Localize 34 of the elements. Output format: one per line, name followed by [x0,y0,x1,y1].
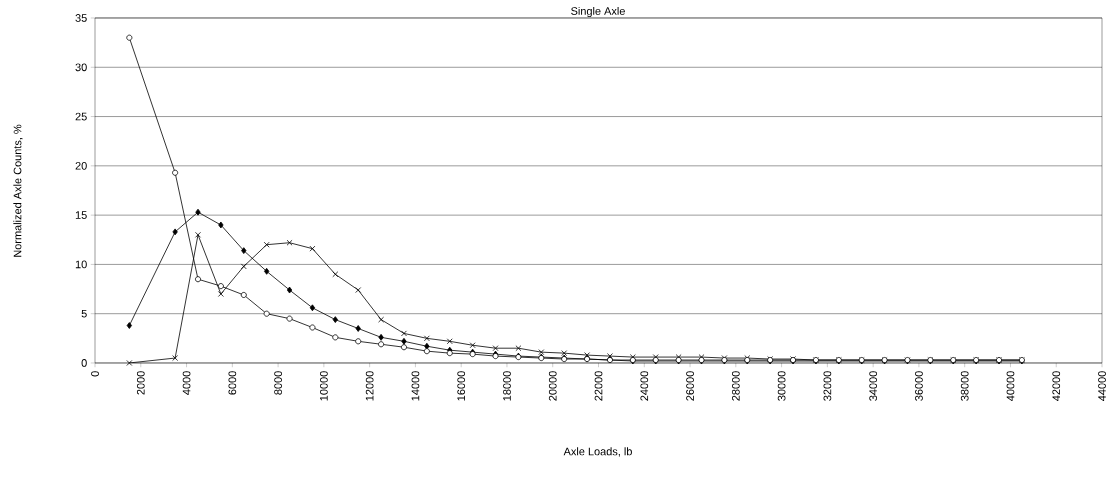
x-tick-label: 18000 [503,371,511,401]
x-tick-label: 40000 [1006,371,1015,401]
x-tick-label: 30000 [777,371,786,401]
x-tick-label: 6000 [228,371,237,395]
x-tick-label: 4000 [182,371,191,395]
y-tick-label: 30 [75,63,87,72]
x-tick-label: 42000 [1052,371,1061,401]
x-tick-label: 34000 [869,371,878,401]
chart-title: Single Axle [571,6,625,18]
y-tick-label: 10 [75,260,87,269]
x-tick-label: 32000 [823,371,832,401]
y-tick-label: 0 [81,359,87,367]
y-tick-label: 25 [75,112,87,121]
x-tick-label: 14000 [411,371,420,401]
y-axis-title: Normalized Axle Counts, % [13,124,23,257]
x-tick-label: 38000 [960,371,969,401]
x-tick-label: 28000 [731,371,740,401]
x-tick-label: 36000 [915,371,923,401]
x-tick-label: 16000 [457,371,466,401]
x-tick-label: 24000 [640,371,649,401]
x-tick-label: 2000 [136,371,145,395]
y-tick-label: 15 [75,211,87,219]
x-tick-label: 44000 [1098,371,1106,401]
x-tick-label: 22000 [594,371,603,401]
x-tick-label: 20000 [548,371,557,401]
x-tick-label: 0 [91,371,99,377]
x-tick-label: 10000 [320,371,328,401]
y-tick-label: 5 [81,309,87,318]
y-tick-label: 20 [75,161,87,170]
x-tick-label: 12000 [365,371,374,401]
x-axis-title: Axle Loads, lb [563,447,632,457]
y-tick-label: 35 [75,14,87,22]
x-tick-label: 8000 [274,371,282,395]
x-tick-label: 26000 [686,371,694,401]
